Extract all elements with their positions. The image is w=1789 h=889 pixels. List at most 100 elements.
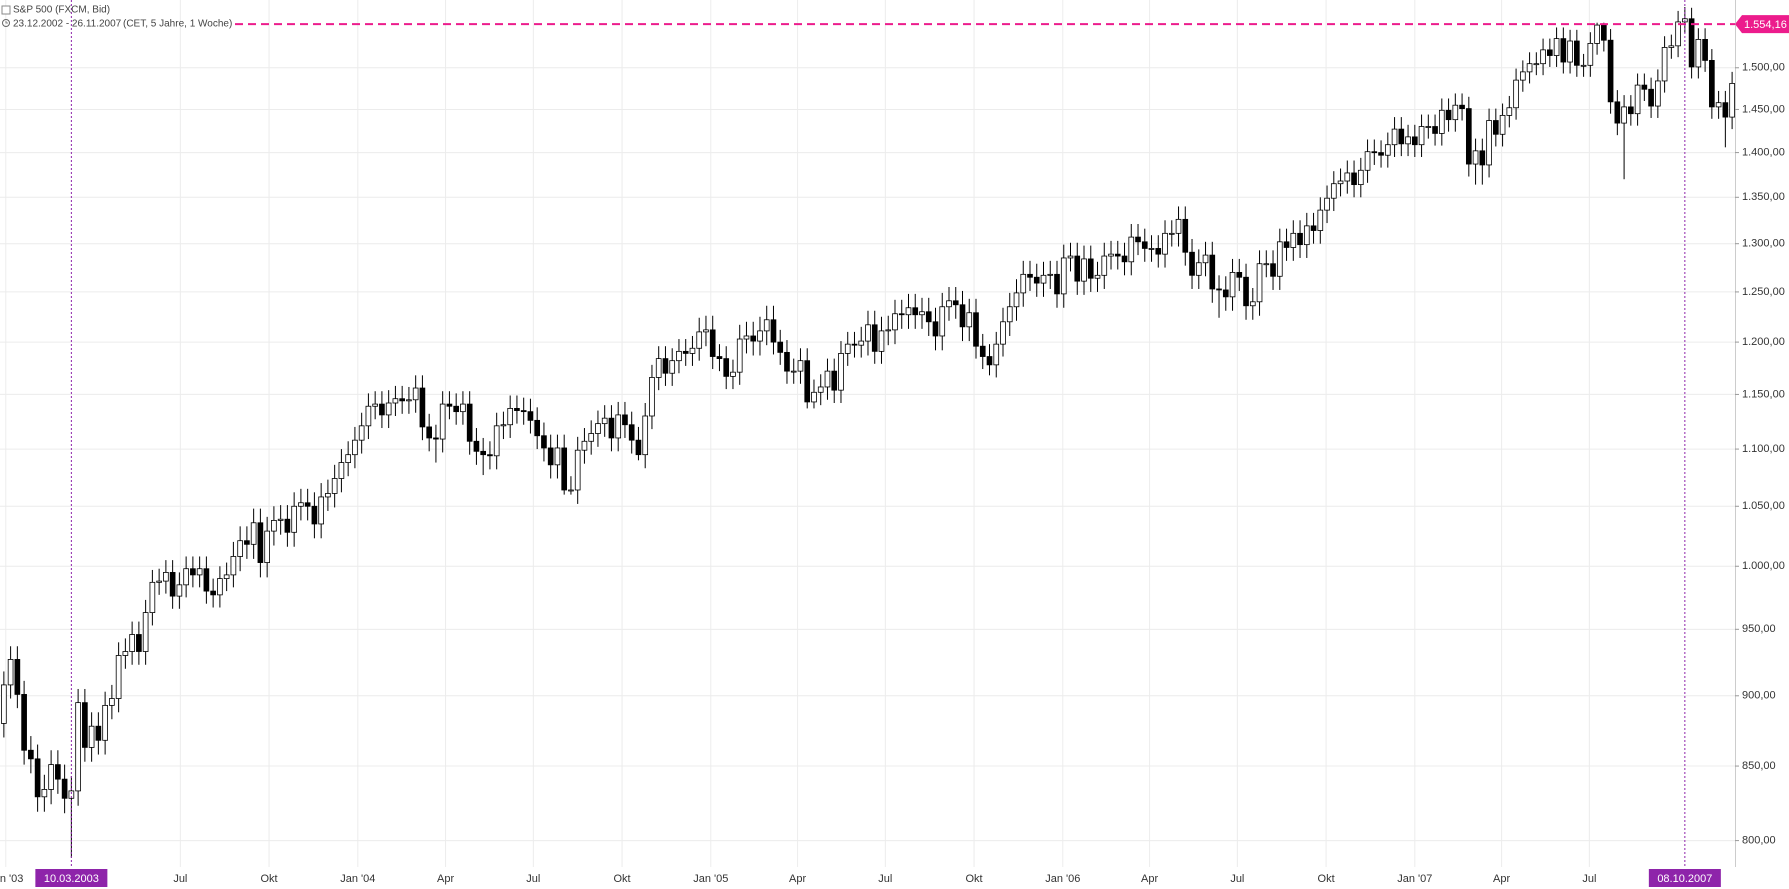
candle-body bbox=[1675, 21, 1681, 47]
candle-body bbox=[21, 694, 27, 751]
candle-body bbox=[1101, 255, 1108, 276]
candle-body bbox=[115, 655, 122, 699]
candle-body bbox=[1310, 225, 1317, 231]
candle-body bbox=[804, 360, 811, 403]
candle-body bbox=[743, 335, 750, 340]
candle-body bbox=[122, 651, 129, 656]
candle-body bbox=[1709, 60, 1715, 108]
candle-body bbox=[1236, 272, 1243, 278]
candle-body bbox=[1114, 253, 1121, 257]
x-tick-label: Jan '04 bbox=[340, 873, 375, 885]
candle-body bbox=[824, 370, 831, 388]
candle-body bbox=[797, 360, 804, 372]
candle-body bbox=[1418, 126, 1425, 146]
candle-body bbox=[669, 360, 676, 374]
candle-body bbox=[392, 398, 399, 404]
candle-body bbox=[352, 439, 358, 456]
candle-body bbox=[325, 493, 331, 498]
candle-body bbox=[520, 410, 527, 413]
y-tick-label: 900,00 bbox=[1742, 690, 1776, 702]
candle-body bbox=[426, 426, 432, 439]
x-tick-label: Apr bbox=[789, 873, 806, 885]
candle-body bbox=[1020, 273, 1027, 294]
candle-body bbox=[973, 312, 979, 347]
candle-body bbox=[1155, 248, 1162, 255]
candle-body bbox=[14, 659, 21, 695]
candle-body bbox=[1479, 150, 1486, 166]
candle-body bbox=[905, 307, 912, 316]
candle-body bbox=[210, 590, 216, 596]
clock-icon bbox=[2, 19, 10, 27]
candle-body bbox=[959, 304, 966, 328]
candle-body bbox=[655, 358, 662, 378]
candle-body bbox=[163, 572, 169, 582]
x-tick-label: Jul bbox=[526, 873, 540, 885]
candle-body bbox=[709, 329, 716, 357]
candle-body bbox=[1270, 263, 1276, 277]
candle-body bbox=[493, 425, 500, 457]
candle-body bbox=[1074, 255, 1081, 282]
candle-body bbox=[1202, 254, 1209, 264]
candle-body bbox=[635, 439, 642, 456]
candle-body bbox=[1472, 150, 1479, 165]
y-tick-label: 1.400,00 bbox=[1742, 146, 1785, 158]
candle-body bbox=[250, 522, 257, 545]
candle-body bbox=[264, 530, 270, 563]
candle-body bbox=[1243, 276, 1249, 307]
candle-body bbox=[574, 449, 581, 491]
candle-body bbox=[1351, 172, 1357, 186]
candle-body bbox=[1526, 63, 1533, 73]
candle-body bbox=[1560, 38, 1567, 63]
candle-body bbox=[480, 450, 487, 456]
candles bbox=[1, 7, 1735, 858]
candle-body bbox=[534, 419, 541, 437]
clock-hands bbox=[5, 21, 8, 24]
candle-body bbox=[41, 789, 48, 798]
candle-body bbox=[1222, 289, 1229, 298]
candle-body bbox=[919, 311, 925, 316]
candle-body bbox=[1047, 273, 1054, 276]
candle-body bbox=[169, 572, 176, 597]
chart-title: S&P 500 (FXCM, Bid) bbox=[13, 5, 110, 16]
y-tick-label: 1.150,00 bbox=[1742, 388, 1785, 400]
candle-body bbox=[102, 704, 108, 741]
candle-body bbox=[149, 581, 156, 614]
candle-body bbox=[1148, 248, 1155, 250]
y-tick-label: 1.300,00 bbox=[1742, 238, 1785, 250]
candle-body bbox=[595, 423, 601, 434]
candle-body bbox=[1067, 255, 1074, 259]
x-tick-label: Jul bbox=[1582, 873, 1596, 885]
candle-body bbox=[952, 300, 959, 306]
candle-body bbox=[1344, 172, 1351, 182]
candle-body bbox=[277, 518, 284, 521]
candle-body bbox=[1506, 107, 1513, 116]
candle-body bbox=[628, 424, 635, 441]
candle-body bbox=[736, 338, 743, 373]
candle-body bbox=[237, 540, 243, 557]
x-tick-label: Jan '03 bbox=[0, 873, 23, 885]
candle-body bbox=[311, 505, 318, 525]
candle-body bbox=[858, 340, 865, 346]
x-tick-label: Jul bbox=[878, 873, 892, 885]
candle-body bbox=[1702, 39, 1708, 61]
candle-body bbox=[136, 634, 142, 652]
candle-body bbox=[1263, 263, 1270, 266]
candle-body bbox=[676, 350, 682, 362]
candle-body bbox=[1445, 109, 1452, 121]
candle-body bbox=[55, 764, 61, 780]
candle-body bbox=[1628, 106, 1634, 115]
candle-body bbox=[750, 335, 757, 342]
candle-body bbox=[1006, 306, 1013, 323]
candle-body bbox=[82, 702, 88, 748]
y-tick-label: 850,00 bbox=[1742, 760, 1776, 772]
candle-body bbox=[932, 321, 939, 337]
candle-body bbox=[129, 634, 135, 652]
candle-body bbox=[1371, 151, 1378, 154]
candle-body bbox=[318, 496, 324, 525]
candle-body bbox=[1357, 169, 1364, 186]
candle-body bbox=[615, 414, 622, 439]
candle-body bbox=[196, 568, 203, 576]
x-tick-label: Jan '06 bbox=[1045, 873, 1080, 885]
candle-body bbox=[304, 502, 311, 507]
